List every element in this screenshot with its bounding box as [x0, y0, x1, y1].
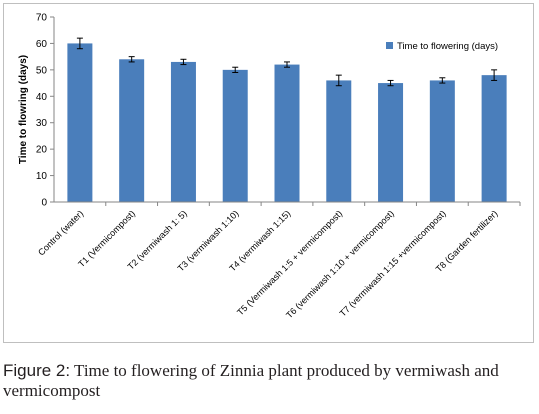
y-tick-label: 0 — [41, 198, 47, 209]
y-tick-label: 60 — [36, 39, 48, 50]
bar — [378, 83, 404, 202]
x-tick-label: T6 (vermiwash 1:10 + vermicompost) — [284, 208, 396, 320]
y-axis-title: Time to flowring (days) — [18, 55, 29, 164]
figure-caption: Figure 2: Time to flowering of Zinnia pl… — [3, 361, 537, 401]
bar — [429, 80, 455, 202]
bar — [222, 69, 248, 202]
y-tick-label: 50 — [36, 65, 48, 76]
bar — [274, 64, 300, 202]
bar — [170, 61, 196, 202]
caption-label: Figure 2: — [3, 361, 71, 380]
bars — [67, 37, 507, 203]
legend-swatch — [386, 42, 393, 49]
bar-chart: 0 10 20 30 40 50 60 70 Control (water)T1 (Vermi… — [18, 13, 521, 320]
caption-text: Time to flowering of Zinnia plant produc… — [3, 361, 499, 400]
x-tick-label: T7 (vermiwash 1:15 +vermicompost) — [338, 208, 448, 318]
bar — [326, 80, 352, 202]
y-tick-label: 10 — [36, 171, 48, 182]
x-tick-label: T1 (Vermicompost) — [76, 208, 137, 269]
x-tick-label: Control (water) — [36, 208, 85, 257]
bar — [119, 59, 145, 203]
legend-label: Time to flowering (days) — [397, 41, 498, 52]
legend: Time to flowering (days) — [386, 41, 498, 52]
x-axis: Control (water)T1 (Vermicompost)T2 (verm… — [36, 201, 521, 320]
x-tick-label: T5 (Vermiwash 1:5 + vermicompost) — [235, 208, 344, 317]
bar — [67, 43, 93, 202]
y-tick-label: 70 — [36, 13, 48, 24]
y-tick-label: 30 — [36, 118, 48, 129]
y-tick-label: 40 — [36, 92, 48, 103]
y-axis: 0 10 20 30 40 50 60 70 — [36, 13, 55, 209]
bar — [481, 75, 507, 202]
y-tick-label: 20 — [36, 145, 48, 156]
